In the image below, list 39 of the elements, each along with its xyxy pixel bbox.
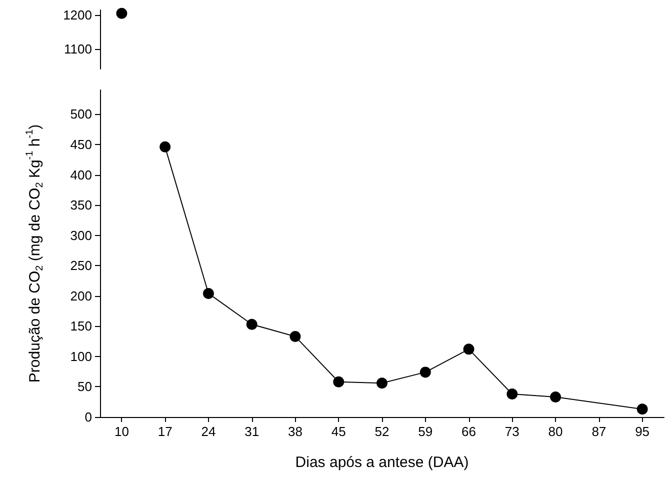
- x-tick-label: 80: [548, 424, 563, 439]
- x-tick-label: 24: [201, 424, 216, 439]
- point: [333, 376, 344, 388]
- y-tick-label: 200: [70, 288, 92, 304]
- point: [160, 141, 171, 152]
- point: [506, 388, 518, 400]
- y-tick-label: 0: [84, 410, 92, 424]
- x-tick-label: 17: [158, 424, 172, 439]
- y-tick-label: 1100: [64, 41, 92, 56]
- x-tick-label: 59: [418, 424, 433, 439]
- x-tick-label: 31: [244, 424, 260, 439]
- y-tick-label: 350: [70, 198, 92, 213]
- point: [420, 366, 431, 378]
- text: Produção de CO2 (mg de CO2 Kg-1 h-1): [24, 124, 46, 383]
- x-tick-label: 52: [374, 424, 390, 439]
- point: [202, 288, 214, 299]
- x-axis-title: Dias após a antese (DAA): [295, 454, 469, 471]
- y-tick-label: 150: [70, 318, 92, 334]
- point: [463, 344, 474, 355]
- point: [376, 378, 388, 389]
- y-tick-label: 250: [70, 258, 92, 274]
- x-tick-label: 38: [288, 424, 302, 439]
- x-tick-label: 66: [462, 424, 476, 439]
- point: [550, 392, 562, 403]
- y-tick-label: 500: [70, 106, 92, 122]
- y-tick-label: 300: [70, 228, 92, 243]
- point: [290, 330, 301, 342]
- y-tick-label: 1200: [63, 8, 92, 23]
- y-tick-label: 450: [70, 137, 92, 152]
- x-tick-label: 10: [114, 424, 129, 439]
- x-tick-label: 95: [635, 424, 650, 439]
- y-tick-label: 50: [78, 379, 92, 394]
- x-tick-label: 73: [504, 424, 520, 439]
- x-tick-label: 45: [331, 424, 346, 439]
- point: [246, 318, 258, 330]
- x-tick-label: 87: [592, 424, 606, 439]
- point: [636, 404, 648, 415]
- y-tick-label: 100: [70, 348, 92, 364]
- y-tick-label: 400: [70, 167, 92, 182]
